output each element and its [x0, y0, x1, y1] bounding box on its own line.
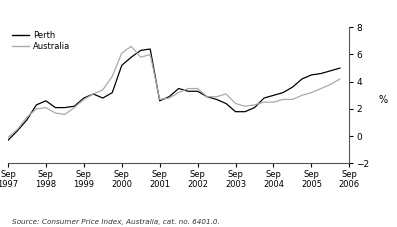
Text: Source: Consumer Price Index, Australia, cat. no. 6401.0.: Source: Consumer Price Index, Australia,…: [12, 219, 220, 225]
Y-axis label: %: %: [379, 95, 388, 105]
Legend: Perth, Australia: Perth, Australia: [12, 31, 70, 51]
